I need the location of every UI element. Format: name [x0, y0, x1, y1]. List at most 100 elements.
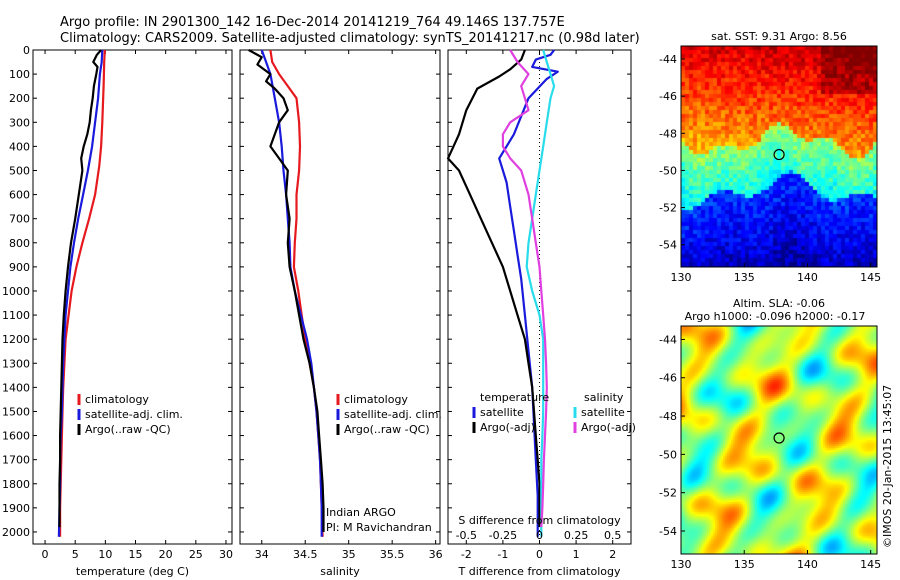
y-tick-label: 800 — [9, 237, 30, 250]
sla-map-image — [681, 326, 877, 554]
argo-location-marker — [773, 148, 785, 161]
x-tick-label: 10 — [98, 548, 112, 561]
s-tick-label: -0.5 — [456, 529, 477, 542]
salinity-axes-box — [239, 49, 441, 545]
x-tick-label: 0 — [536, 548, 543, 561]
legend-label: satellite — [480, 406, 524, 419]
y-tick-label: 1800 — [2, 478, 30, 491]
x-tick-label: 130 — [671, 271, 692, 284]
x-tick-label: 145 — [860, 558, 881, 571]
sst_map-frame — [680, 45, 878, 268]
y-tick-label: -50 — [659, 448, 677, 461]
x-tick-label: 135 — [734, 271, 755, 284]
x-tick-label: 140 — [797, 271, 818, 284]
temperature-axes-box — [32, 49, 233, 545]
difference-axes-box — [447, 49, 632, 545]
float-annotation: Indian ARGO — [326, 506, 396, 519]
x-tick-label: -1 — [497, 548, 508, 561]
sla_map-title: Argo h1000: -0.096 h2000: -0.17 — [685, 310, 866, 323]
figure-title-line2: Climatology: CARS2009. Satellite-adjuste… — [60, 31, 640, 46]
y-tick-label: 900 — [9, 261, 30, 274]
x-tick-label: 140 — [797, 558, 818, 571]
difference-panel: -2 -1 0 1 2 T difference from climatology S di… — [446, 49, 636, 578]
legend-label: Argo(-adj) — [480, 421, 535, 434]
sla_map-frame — [680, 325, 878, 555]
y-tick-label: -54 — [659, 525, 677, 538]
legend-label: Argo(..raw -QC) — [85, 423, 171, 436]
s-tick-label: -0.25 — [489, 529, 517, 542]
y-tick-label: 1100 — [2, 309, 30, 322]
x-tick-label: 34.5 — [293, 548, 318, 561]
x-tick-label: 34 — [255, 548, 269, 561]
temperature-xlabel: temperature (deg C) — [76, 565, 189, 578]
series-line — [59, 49, 106, 537]
y-tick-label: 300 — [9, 116, 30, 129]
x-tick-label: 35.5 — [380, 548, 405, 561]
y-tick-label: -44 — [659, 53, 677, 66]
x-tick-label: 30 — [219, 548, 233, 561]
difference-xlabel-top: S difference from climatology — [458, 514, 621, 527]
x-tick-label: 15 — [129, 548, 143, 561]
s-tick-label: 0.25 — [564, 529, 589, 542]
y-tick-label: 100 — [9, 68, 30, 81]
sla_map-panel: 130 135 140 145 -44 -46 -48 -50 -52 -54 Altim. SLA… — [659, 297, 881, 571]
y-tick-label: 400 — [9, 140, 30, 153]
x-tick-label: 130 — [671, 558, 692, 571]
legend-label: satellite-adj. clim. — [344, 408, 442, 421]
legend-title: temperature — [480, 391, 549, 404]
series-line — [446, 49, 541, 528]
salinity-xlabel: salinity — [320, 565, 360, 578]
x-tick-label: -2 — [461, 548, 472, 561]
y-tick-label: 200 — [9, 92, 30, 105]
x-tick-label: 135 — [734, 558, 755, 571]
x-tick-label: 0 — [42, 548, 49, 561]
s-tick-label: 0 — [536, 529, 543, 542]
x-tick-label: 36 — [429, 548, 443, 561]
argo-location-marker — [773, 432, 785, 444]
legend-label: satellite — [581, 406, 625, 419]
legend-label: climatology — [85, 393, 149, 406]
y-tick-label: 1000 — [2, 285, 30, 298]
y-tick-label: -46 — [659, 372, 677, 385]
y-tick-label: -48 — [659, 127, 677, 140]
legend-title: salinity — [584, 391, 624, 404]
x-tick-label: 35 — [342, 548, 356, 561]
float-annotation: PI: M Ravichandran — [326, 521, 432, 534]
x-tick-label: 2 — [609, 548, 616, 561]
legend-label: satellite-adj. clim. — [85, 408, 183, 421]
series-line — [501, 49, 548, 528]
y-tick-label: 1200 — [2, 333, 30, 346]
y-tick-label: -44 — [659, 333, 677, 346]
y-tick-label: 1400 — [2, 381, 30, 394]
x-tick-label: 145 — [860, 271, 881, 284]
y-tick-label: 1300 — [2, 357, 30, 370]
x-tick-label: 1 — [573, 548, 580, 561]
y-tick-label: 1700 — [2, 454, 30, 467]
series-line — [525, 49, 556, 537]
legend-label: Argo(..raw -QC) — [344, 423, 430, 436]
salinity-panel: 34 34.5 35 35.5 36 salinity climatology satelli… — [239, 49, 443, 578]
sst_map-panel: 130 135 140 145 -44 -46 -48 -50 -52 -54 sat. SST: … — [659, 30, 881, 284]
imos-credit: ©IMOS 20-Jan-2015 13:45:07 — [881, 385, 894, 548]
legend-label: climatology — [344, 393, 408, 406]
x-tick-label: 25 — [189, 548, 203, 561]
y-tick-label: 700 — [9, 213, 30, 226]
x-tick-label: 20 — [159, 548, 173, 561]
series-line — [248, 49, 325, 532]
y-tick-label: 2000 — [2, 526, 30, 539]
figure-title-line1: Argo profile: IN 2901300_142 16-Dec-2014… — [60, 15, 565, 30]
difference-xlabel: T difference from climatology — [458, 565, 621, 578]
y-tick-label: -50 — [659, 164, 677, 177]
y-tick-label: 1600 — [2, 430, 30, 443]
y-tick-label: -52 — [659, 202, 677, 215]
y-tick-label: -52 — [659, 487, 677, 500]
temperature-panel: 0100200300400500600700800900100011001200… — [2, 44, 233, 578]
sla_map-title: Altim. SLA: -0.06 — [733, 297, 825, 310]
y-tick-label: 0 — [23, 44, 30, 57]
legend-label: Argo(-adj) — [581, 421, 636, 434]
y-tick-label: 500 — [9, 164, 30, 177]
y-tick-label: 1500 — [2, 405, 30, 418]
x-tick-label: 5 — [72, 548, 79, 561]
y-tick-label: 1900 — [2, 502, 30, 515]
y-tick-label: 600 — [9, 189, 30, 202]
